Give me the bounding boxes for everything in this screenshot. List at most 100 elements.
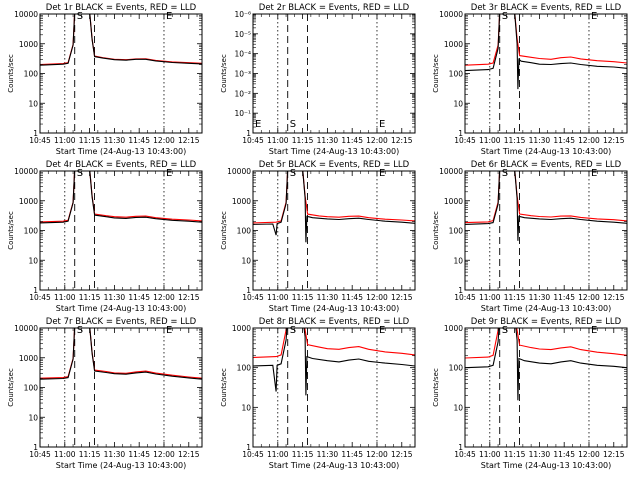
y-tick-label: 1 — [246, 286, 251, 295]
x-tick-label: 11:30 — [317, 450, 339, 459]
y-tick-label: 1000 — [19, 197, 38, 206]
x-tick-label: 11:15 — [504, 450, 526, 459]
end-marker: E — [379, 119, 385, 130]
x-tick-label: 10:45 — [29, 450, 51, 459]
y-axis-label: Counts/sec — [7, 368, 15, 407]
plot-frame — [252, 13, 416, 134]
y-tick-label: 10 — [28, 256, 38, 265]
x-tick-label: 12:15 — [178, 136, 200, 145]
series-lld — [465, 14, 627, 66]
x-tick-label: 11:00 — [267, 136, 289, 145]
x-tick-label: 12:00 — [578, 136, 600, 145]
x-tick-label: 11:00 — [479, 293, 501, 302]
x-tick-label: 11:45 — [553, 450, 575, 459]
y-tick-label: 1 — [246, 129, 251, 138]
x-tick-label: 12:00 — [366, 450, 388, 459]
plot-frame — [252, 170, 416, 291]
x-axis-label: Start Time (24-Aug-13 10:43:00) — [56, 461, 187, 470]
x-tick-label: 10:45 — [454, 136, 476, 145]
x-tick-label: 11:30 — [104, 450, 126, 459]
series-events — [465, 14, 627, 90]
series-events — [465, 328, 627, 401]
x-tick-label: 11:30 — [104, 136, 126, 145]
y-tick-label: 10000 — [439, 10, 463, 19]
start-marker: S — [502, 325, 508, 336]
x-tick-label: 11:30 — [529, 450, 551, 459]
x-axis-label: Start Time (24-Aug-13 10:43:00) — [56, 304, 187, 313]
x-tick-label: 11:15 — [79, 293, 101, 302]
x-tick-label: 10:45 — [454, 450, 476, 459]
y-tick-label: 10000 — [14, 10, 38, 19]
y-axis-label: Counts/sec — [220, 54, 228, 93]
x-tick-label: 11:45 — [128, 136, 150, 145]
x-tick-label: 11:30 — [529, 293, 551, 302]
x-tick-label: 10:45 — [242, 293, 264, 302]
plot-frame — [464, 327, 628, 448]
y-tick-label: 1 — [458, 286, 463, 295]
series-lld — [40, 328, 202, 379]
y-tick-label: 1000 — [19, 354, 38, 363]
y-tick-label: 10 — [453, 403, 463, 412]
y-tick-label: 1000 — [444, 324, 463, 333]
x-tick-label: 11:45 — [553, 293, 575, 302]
x-tick-label: 11:15 — [504, 136, 526, 145]
plot-frame — [39, 170, 203, 291]
series-events — [465, 171, 627, 241]
y-axis-label: Counts/sec — [7, 54, 15, 93]
x-tick-label: 11:00 — [54, 293, 76, 302]
x-tick-label: 12:15 — [391, 450, 413, 459]
x-tick-label: 11:45 — [341, 293, 363, 302]
x-tick-label: 12:15 — [178, 450, 200, 459]
y-tick-label: 1000 — [19, 40, 38, 49]
plot-frame — [39, 13, 203, 134]
end-marker: E — [591, 325, 597, 336]
panel-title: Det 3r BLACK = Events, RED = LLD — [471, 3, 622, 13]
x-tick-label: 11:45 — [341, 450, 363, 459]
start-marker: S — [77, 11, 83, 22]
y-tick-label: 1 — [246, 443, 251, 452]
series-events — [40, 171, 202, 224]
y-tick-label: 100 — [449, 227, 464, 236]
x-tick-label: 12:00 — [366, 293, 388, 302]
x-tick-label: 11:15 — [79, 450, 101, 459]
y-tick-label: 100 — [24, 70, 39, 79]
x-tick-label: 11:15 — [292, 450, 314, 459]
x-tick-label: 12:00 — [153, 136, 175, 145]
x-tick-label: 12:00 — [153, 293, 175, 302]
start-marker: S — [77, 325, 83, 336]
series-lld — [253, 171, 415, 224]
series-events — [40, 14, 202, 66]
series-lld — [465, 328, 627, 359]
x-tick-label: 12:00 — [153, 450, 175, 459]
y-tick-label: 1 — [33, 286, 38, 295]
x-tick-label: 11:45 — [553, 136, 575, 145]
y-tick-label: 100 — [237, 227, 252, 236]
y-tick-label: 10 — [241, 403, 251, 412]
y-axis-label: Counts/sec — [220, 368, 228, 407]
panel-title: Det 4r BLACK = Events, RED = LLD — [46, 160, 197, 170]
y-tick-label: 1000 — [232, 324, 251, 333]
x-tick-label: 12:00 — [578, 450, 600, 459]
panel-title: Det 7r BLACK = Events, RED = LLD — [46, 317, 197, 327]
x-axis-label: Start Time (24-Aug-13 10:43:00) — [481, 461, 612, 470]
y-tick-label: 1 — [458, 443, 463, 452]
series-events — [40, 328, 202, 380]
y-axis-label: Counts/sec — [7, 211, 15, 250]
x-tick-label: 11:00 — [479, 450, 501, 459]
panel-title: Det 5r BLACK = Events, RED = LLD — [259, 160, 410, 170]
y-tick-label: 10⁻⁵ — [234, 30, 251, 39]
y-tick-label: 10000 — [14, 167, 38, 176]
x-tick-label: 11:15 — [79, 136, 101, 145]
x-tick-label: 12:15 — [603, 136, 625, 145]
x-tick-label: 11:00 — [267, 450, 289, 459]
plot-frame — [252, 327, 416, 448]
y-tick-label: 10000 — [439, 167, 463, 176]
plot-frame — [464, 13, 628, 134]
end-marker: E — [166, 325, 172, 336]
y-tick-label: 10⁻³ — [234, 70, 251, 79]
x-tick-label: 12:00 — [578, 293, 600, 302]
y-axis-label: Counts/sec — [432, 211, 440, 250]
